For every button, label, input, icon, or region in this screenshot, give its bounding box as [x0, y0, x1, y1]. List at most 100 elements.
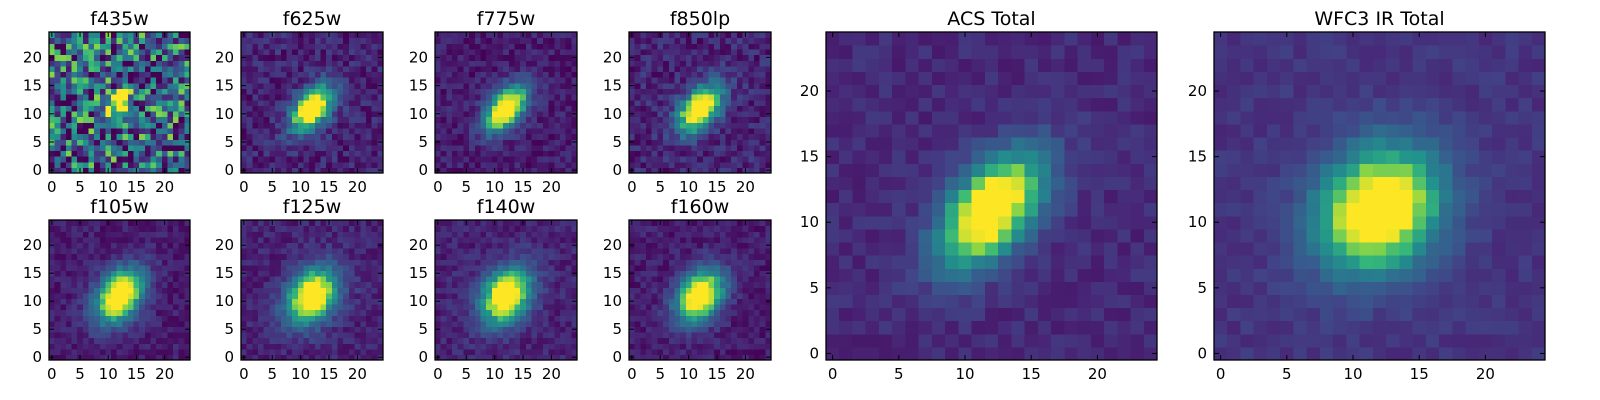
heatmap-cell — [537, 150, 544, 157]
heatmap-cell — [326, 236, 333, 243]
heatmap-cell — [292, 225, 299, 232]
heatmap-cell — [337, 281, 344, 288]
heatmap-cell — [474, 242, 482, 249]
heatmap-cell — [133, 276, 140, 283]
heatmap-cell — [314, 150, 322, 157]
heatmap-cell — [759, 37, 766, 44]
heatmap-cell — [753, 150, 761, 157]
x-tick-label: 0 — [239, 365, 249, 383]
heatmap-cell — [559, 144, 567, 152]
heatmap-cell — [435, 122, 442, 129]
heatmap-cell — [99, 231, 106, 238]
heatmap-cell — [144, 225, 152, 232]
heatmap-cell — [246, 99, 253, 106]
heatmap-cell — [435, 332, 442, 339]
heatmap-cell — [680, 54, 687, 61]
heatmap-cell — [320, 77, 327, 84]
heatmap-cell — [354, 116, 361, 123]
heatmap-cell — [320, 343, 327, 350]
heatmap-cell — [337, 65, 344, 73]
heatmap-cell — [331, 281, 339, 288]
heatmap-cell — [697, 332, 704, 339]
heatmap-cell — [122, 32, 129, 39]
heatmap-cell — [82, 242, 90, 249]
heatmap-cell — [269, 259, 276, 266]
heatmap-cell — [269, 236, 276, 243]
heatmap-cell — [275, 320, 282, 327]
heatmap-cell — [457, 348, 464, 355]
heatmap-cell — [663, 48, 670, 56]
heatmap-cell — [736, 156, 744, 163]
heatmap-cell — [634, 54, 641, 61]
heatmap-cell — [646, 127, 653, 135]
heatmap-cell — [497, 343, 504, 350]
heatmap-cell — [303, 167, 310, 174]
heatmap-cell — [446, 298, 453, 305]
heatmap-cell — [246, 320, 253, 327]
heatmap-cell — [674, 348, 681, 355]
heatmap-cell — [88, 156, 95, 163]
heatmap-cell — [297, 242, 305, 249]
heatmap-cell — [252, 116, 259, 123]
heatmap-cell — [748, 77, 755, 84]
heatmap-cell — [139, 48, 146, 56]
heatmap-cell — [680, 94, 687, 101]
heatmap-cell — [94, 133, 101, 140]
heatmap-cell — [469, 139, 476, 146]
heatmap-cell — [365, 264, 373, 271]
heatmap-cell — [71, 231, 78, 238]
heatmap-cell — [565, 60, 572, 67]
heatmap-cell — [725, 167, 732, 174]
heatmap-cell — [702, 32, 710, 39]
heatmap-cell — [354, 71, 361, 78]
heatmap-cell — [651, 276, 658, 283]
heatmap-cell — [258, 37, 265, 44]
heatmap-cell — [156, 54, 163, 61]
heatmap-cell — [173, 231, 180, 238]
heatmap-cell — [525, 77, 533, 84]
heatmap-cell — [486, 161, 493, 168]
heatmap-cell — [314, 99, 322, 106]
heatmap-cell — [292, 127, 299, 135]
heatmap-cell — [680, 287, 687, 294]
heatmap-cell — [331, 139, 339, 146]
heatmap-cell — [708, 110, 715, 118]
heatmap-cell — [111, 248, 118, 255]
heatmap-cell — [736, 276, 744, 283]
heatmap-cell — [765, 292, 772, 299]
heatmap-cell — [634, 309, 641, 316]
heatmap-cell — [514, 287, 521, 294]
y-tick-label: 20 — [23, 48, 42, 66]
heatmap-cell — [508, 94, 516, 101]
heatmap-cell — [571, 48, 578, 56]
heatmap-cell — [697, 167, 704, 174]
heatmap-cell — [753, 326, 761, 333]
heatmap-cell — [127, 133, 135, 140]
heatmap-cell — [674, 133, 681, 140]
heatmap-cell — [71, 220, 78, 227]
heatmap-cell — [491, 236, 499, 243]
heatmap-cell — [657, 281, 664, 288]
heatmap-cell — [565, 167, 572, 174]
heatmap-cell — [116, 220, 123, 227]
heatmap-cell — [343, 54, 350, 61]
heatmap-cell — [94, 343, 101, 350]
heatmap-cell — [127, 315, 135, 322]
heatmap-cell — [719, 116, 727, 123]
heatmap-cell — [144, 276, 152, 283]
heatmap-cell — [167, 156, 174, 163]
heatmap-cell — [331, 82, 339, 89]
heatmap-cell — [360, 161, 367, 168]
heatmap-cell — [269, 309, 276, 316]
heatmap-cell — [668, 110, 676, 118]
heatmap-cell — [508, 242, 516, 249]
heatmap-cell — [60, 315, 67, 322]
heatmap-cell — [685, 99, 693, 106]
heatmap-cell — [269, 315, 276, 322]
heatmap-cell — [371, 144, 378, 152]
heatmap-cell — [508, 88, 516, 95]
heatmap-cell — [748, 292, 755, 299]
heatmap-cell — [657, 348, 664, 355]
heatmap-cell — [326, 242, 333, 249]
heatmap-cell — [156, 139, 163, 146]
